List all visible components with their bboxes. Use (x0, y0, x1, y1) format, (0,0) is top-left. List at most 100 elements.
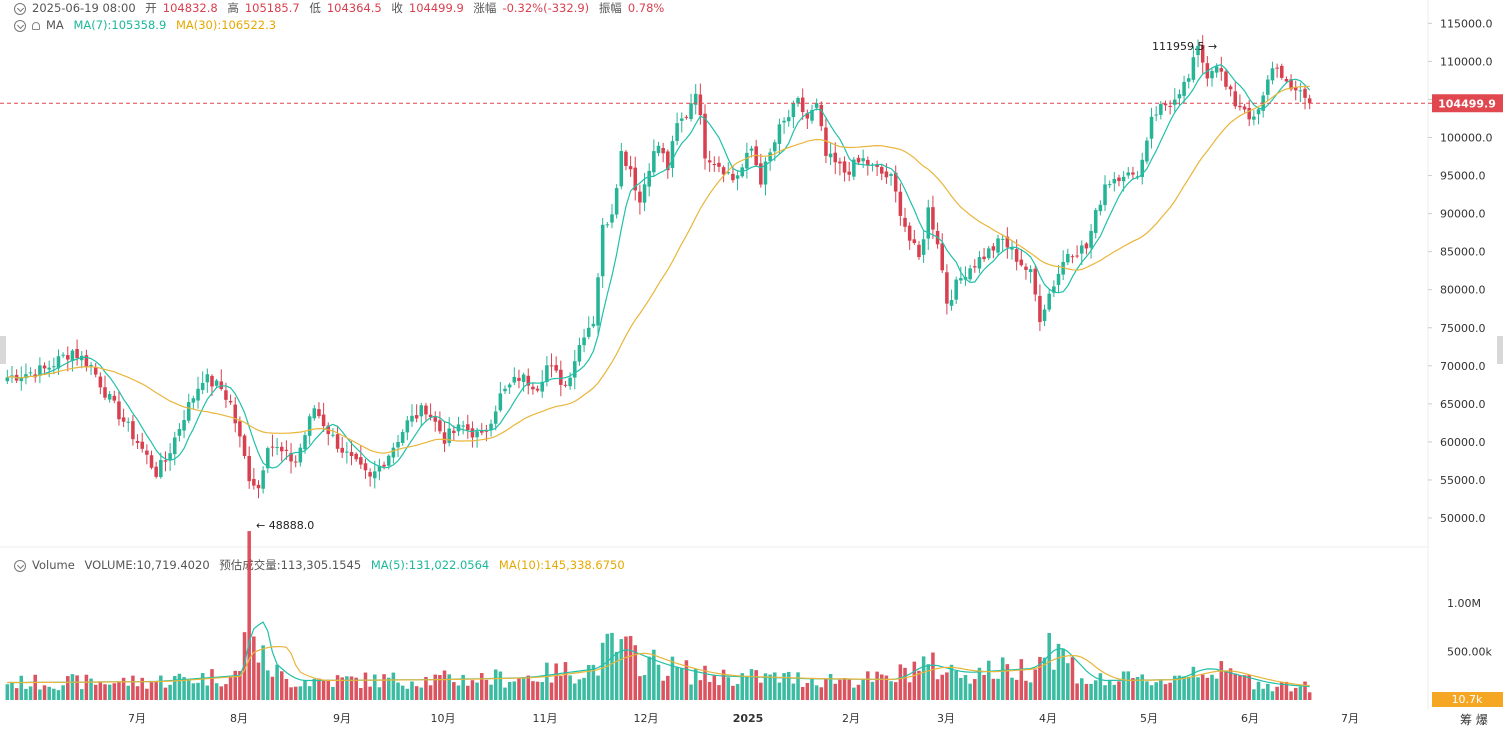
candle-body (321, 414, 326, 427)
volume-bar (1191, 666, 1196, 700)
volume-bar (89, 678, 93, 700)
candle-body (675, 123, 679, 141)
volume-bar (1103, 685, 1107, 700)
candle-body (768, 152, 772, 161)
candle-body (791, 103, 796, 118)
volume-bar (149, 682, 154, 700)
candle-body (242, 435, 247, 456)
price-tick-label: 95000.0 (1440, 170, 1486, 183)
volume-bar (782, 673, 786, 700)
volume-ma5-line (7, 621, 1310, 688)
candle-body (24, 374, 28, 379)
ma7-value: MA(7):105358.9 (73, 18, 167, 32)
volume-bar (666, 675, 670, 700)
candle-body (228, 400, 233, 403)
candle-body (173, 437, 177, 455)
volume-bar (196, 682, 200, 700)
volume-bar (861, 679, 865, 700)
volume-bar (1275, 686, 1279, 700)
volume-tick-label: 1.00M (1447, 597, 1481, 610)
candle-body (98, 376, 103, 388)
candle-body (354, 453, 358, 460)
candle-body (1238, 105, 1242, 108)
volume-bar (642, 675, 647, 700)
volume-label[interactable]: Volume (32, 558, 75, 572)
volume-bar (1019, 659, 1024, 700)
volume-bar (517, 677, 521, 700)
scroll-right-handle[interactable] (1497, 336, 1503, 364)
candle-body (507, 384, 512, 388)
volume-bar (879, 674, 884, 700)
volume-ma5: MA(5):131,022.0564 (370, 558, 490, 572)
volume-collapse-chevron-icon[interactable] (14, 560, 26, 572)
volume-bar (968, 683, 972, 700)
candle-body (428, 414, 433, 418)
candle-body (782, 120, 786, 123)
volume-bar (1084, 683, 1089, 700)
ma-collapse-chevron-icon[interactable] (14, 20, 26, 32)
candle-body (661, 148, 665, 154)
volume-bar (24, 688, 28, 700)
candle-body (1140, 159, 1144, 177)
candle-body (959, 278, 963, 281)
volume-bar (1005, 664, 1010, 700)
ma30-value: MA(30):106522.3 (175, 18, 277, 32)
volume-bar (1140, 674, 1144, 700)
volume-bar (773, 672, 777, 700)
volume-bar (1131, 678, 1135, 700)
candle-body (884, 171, 889, 178)
volume-bar (303, 680, 307, 700)
candle-body (1005, 236, 1010, 248)
candle-body (912, 239, 917, 244)
volume-bar (842, 678, 847, 700)
volume-bar (573, 683, 577, 700)
candle-body (442, 432, 447, 444)
scroll-left-handle[interactable] (0, 336, 6, 364)
volume-bar (182, 677, 186, 700)
volume-bar (833, 683, 838, 700)
candle-body (103, 387, 107, 398)
candle-body (414, 415, 419, 419)
volume-bar (252, 636, 256, 700)
volume-bar (47, 686, 51, 700)
candle-body (703, 113, 707, 159)
volume-bar (675, 666, 679, 700)
volume-bar (386, 677, 391, 700)
amplitude-value: 0.78% (627, 1, 665, 15)
candle-body (1028, 269, 1033, 273)
candle-body (605, 224, 610, 226)
candle-body (991, 246, 996, 251)
collapse-chevron-icon[interactable] (14, 3, 26, 15)
ma-label[interactable]: MA (46, 18, 64, 32)
volume-bar (1070, 657, 1075, 700)
volume-bar (763, 673, 768, 700)
volume-bar (419, 687, 424, 700)
candle-body (1270, 68, 1275, 81)
volume-bar (940, 674, 944, 700)
volume-bar (103, 684, 107, 700)
last-price-tag: 104499.9 (1438, 97, 1496, 110)
candle-body (1177, 94, 1182, 99)
candle-body (1107, 184, 1112, 186)
volume-bar (61, 685, 65, 700)
volume-bar (1168, 682, 1172, 700)
volume-bar (689, 684, 693, 700)
volume-bar (1279, 681, 1284, 700)
alert-bell-icon[interactable] (32, 22, 40, 30)
volume-bar (405, 688, 410, 700)
volume-bar (1214, 678, 1219, 700)
candle-body (1089, 230, 1093, 248)
volume-bar (1247, 674, 1251, 700)
volume-bar (991, 678, 996, 700)
volume-bar (1303, 681, 1307, 700)
volume-bar (163, 687, 168, 700)
volume-bar (284, 678, 289, 700)
volume-bar (1135, 676, 1140, 700)
volume-bar (819, 687, 824, 700)
candle-body (1275, 67, 1279, 69)
candle-body (875, 164, 879, 167)
candle-body (196, 388, 200, 401)
candle-body (847, 171, 851, 175)
candle-body (614, 188, 619, 215)
